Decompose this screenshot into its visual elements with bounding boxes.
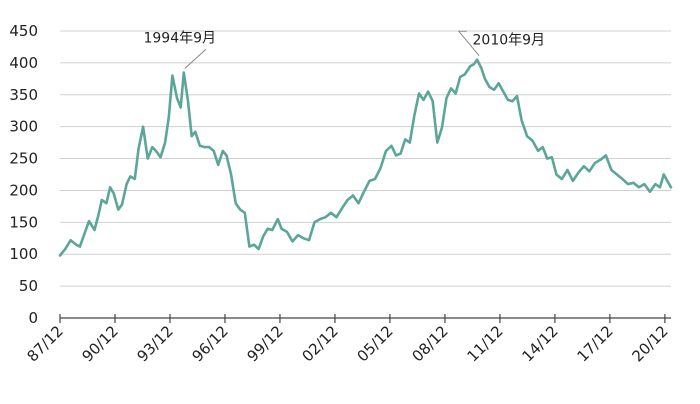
annotation-leader-1 (457, 30, 480, 57)
x-tick-label-20/12: 20/12 (628, 322, 671, 365)
series-layer (58, 58, 673, 257)
x-tick-label-96/12: 96/12 (189, 322, 232, 365)
x-tick-label-17/12: 17/12 (573, 322, 616, 365)
y-tick-label-350: 350 (9, 86, 38, 104)
annotations: 1994年9月 2010年9月 (143, 30, 546, 69)
x-tick-label-05/12: 05/12 (353, 322, 396, 365)
x-tick-label-99/12: 99/12 (243, 322, 286, 365)
annotation-label-0: 1994年9月 (143, 30, 216, 46)
y-tick-label-50: 50 (19, 277, 38, 295)
x-tick-label-11/12: 11/12 (463, 322, 506, 365)
x-tick-label-87/12: 87/12 (24, 322, 67, 365)
annotation-label-1: 2010年9月 (473, 32, 546, 48)
x-axis-ticks: 87/12 90/12 93/12 96/12 99/12 02/12 05/12 08/12… (24, 314, 672, 365)
x-tick-label-08/12: 08/12 (408, 322, 451, 365)
series-line-0 (58, 58, 673, 257)
x-tick-label-14/12: 14/12 (518, 322, 561, 365)
y-tick-label-200: 200 (9, 181, 38, 199)
x-tick-label-02/12: 02/12 (298, 322, 341, 365)
y-tick-label-450: 450 (9, 22, 38, 40)
y-axis-ticks: 0 50 100 150 200 250 300 350 400 450 (9, 22, 38, 327)
y-tick-label-100: 100 (9, 245, 38, 263)
annotation-leader-0 (184, 49, 207, 69)
y-tick-label-0: 0 (28, 309, 38, 327)
y-tick-label-400: 400 (9, 54, 38, 72)
y-tick-label-250: 250 (9, 150, 38, 168)
x-tick-label-93/12: 93/12 (134, 322, 177, 365)
x-tick-label-90/12: 90/12 (79, 322, 122, 365)
gridlines (60, 30, 671, 287)
y-tick-label-300: 300 (9, 118, 38, 136)
y-tick-label-150: 150 (9, 213, 38, 231)
